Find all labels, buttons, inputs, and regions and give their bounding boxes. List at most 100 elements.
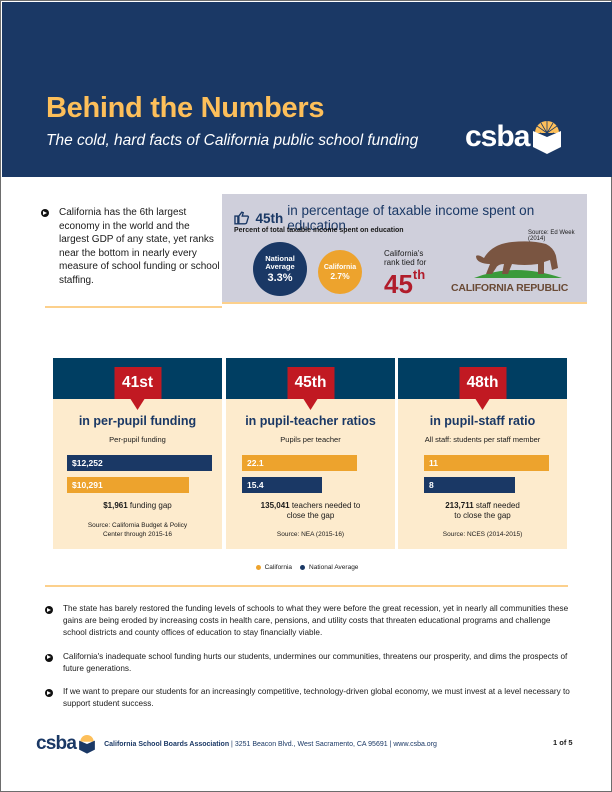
legend-dot-national [300,565,306,570]
california-label: California [323,264,357,271]
bar-national-average: 15.4 [242,477,322,493]
ca-rank-label-1: California's [384,249,424,258]
ca-rank-label-2: rank tied for [384,258,427,267]
chevron-circle-icon [45,606,53,614]
rank-badge: 45th [287,367,334,399]
national-average-circle: National Average 3.3% [253,242,307,296]
bullet-list: The state has barely restored the fundin… [45,603,575,721]
divider [45,306,222,308]
stat-subtitle: All staff: students per staff member [424,435,541,444]
national-value: 3.3% [267,271,293,284]
legend-item-national: National Average [300,564,358,571]
gap-text: $1,961 funding gap [53,501,222,511]
footer-logo-text: csba [36,733,77,754]
footer-org: California School Boards Association [104,740,230,748]
legend-label: National Average [309,564,359,571]
gap-label-2: to close the gap [454,511,511,520]
stat-subtitle: Per-pupil funding [109,435,166,444]
stat-subtitle: Pupils per teacher [280,435,341,444]
gap-value: 213,711 [445,501,474,510]
footer: csba California School Boards Associatio… [36,732,596,756]
stats-panel: 41st in per-pupil funding Per-pupil fundin… [53,358,567,549]
chevron-circle-icon [45,689,53,698]
ca-rank-digits: 45 [384,269,413,299]
header-banner: Behind the Numbers The cold, hard facts … [2,2,612,177]
rank-heading: 45th in percentage of taxable income spe… [234,203,587,233]
chevron-circle-icon [45,653,53,662]
stat-body [398,399,567,549]
gap-label: staff needed [473,501,520,510]
bar-national-average: $12,252 [67,455,212,471]
bar-california: 22.1 [242,455,357,471]
rank-badge: 48th [459,367,506,399]
gap-label: funding gap [127,501,172,510]
gap-value: $1,961 [103,501,128,510]
page-subtitle: The cold, hard facts of California publi… [46,132,419,149]
rank-subheading: Percent of total taxable income spent on… [234,227,404,234]
source-line-1: Source: NCES (2014-2015) [442,531,523,538]
open-book-sun-icon [533,121,562,154]
csba-logo: csba [465,119,563,155]
list-item: California's inadequate school funding h… [45,651,575,675]
divider [45,585,568,587]
bullet-text: If we want to prepare our students for a… [63,687,570,709]
legend-dot-california [255,565,261,570]
national-label-2: Average [265,262,295,271]
rank-source: Source: Ed Week (2014) [528,230,575,242]
gap-label-2: close the gap [286,511,335,520]
california-circle: California 2.7% [318,250,362,294]
rank-badge: 41st [114,367,161,399]
national-label-1: National [265,253,295,263]
legend-label: California [264,564,293,571]
california-bear-flag-icon [474,241,562,278]
stat-column: 48th in pupil-staff ratio All staff: stude… [398,358,567,549]
separator: | [229,740,235,748]
list-item: If we want to prepare our students for a… [45,686,575,710]
open-book-sun-icon [79,735,95,754]
stat-title: in per-pupil funding [78,414,197,428]
gap-value: 135,041 [260,501,290,510]
ca-rank-suffix: th [412,267,426,282]
gap-label: teachers needed to [289,501,361,510]
stat-title: in pupil-staff ratio [429,414,536,428]
bar-california: 11 [424,455,549,471]
source-line-1: Source: NEA (2015-16) [276,531,345,538]
footer-website-link[interactable]: www.csba.org [393,740,437,748]
legend-item-california: California [255,564,293,571]
separator: | [387,740,394,748]
stat-source: Source: NCES (2014-2015) [398,530,567,539]
stat-source: Source: NEA (2015-16) [226,530,395,539]
ca-rank-number: 45th [384,267,426,300]
stat-source: Source: California Budget & Policy Center… [53,521,222,539]
california-value: 2.7% [330,271,350,281]
page-number: 1 of 5 [553,738,573,747]
income-rank-box: 45th in percentage of taxable income spe… [222,194,587,304]
ca-rank-label: California's rank tied for [384,249,426,267]
stat-column: 45th in pupil-teacher ratios Pupils per te… [226,358,395,549]
source-line-2: Center through 2015-16 [102,531,173,538]
stat-body [53,399,222,549]
gap-text: 213,711 staff needed to close the gap [398,501,567,521]
intro-text: California has the 6th largest economy i… [59,207,220,286]
rank-heading-text: in percentage of taxable income spent on… [287,203,535,233]
intro-bullet: California has the 6th largest economy i… [41,206,221,288]
footer-address: 3251 Beacon Blvd., West Sacramento, CA 9… [234,740,388,748]
stat-title: in pupil-teacher ratios [245,414,376,428]
thumbs-down-icon [234,211,250,225]
page-title: Behind the Numbers [46,92,325,124]
bar-national-average: 8 [424,477,515,493]
logo-text: csba [465,120,530,153]
bullet-text: The state has barely restored the fundin… [63,604,569,638]
stat-body [226,399,395,549]
list-item: The state has barely restored the fundin… [45,603,575,640]
rank-value: 45th [255,210,284,226]
flag-text: CALIFORNIA REPUBLIC [451,282,569,294]
source-line-1: Source: California Budget & Policy [87,522,188,529]
footer-info: California School Boards Association | 3… [104,741,437,748]
bullet-text: California's inadequate school funding h… [63,651,568,673]
gap-text: 135,041 teachers needed to close the gap [226,501,395,521]
bar-california: $10,291 [67,477,189,493]
stat-column: 41st in per-pupil funding Per-pupil fundin… [53,358,222,549]
chevron-circle-icon [41,209,49,217]
